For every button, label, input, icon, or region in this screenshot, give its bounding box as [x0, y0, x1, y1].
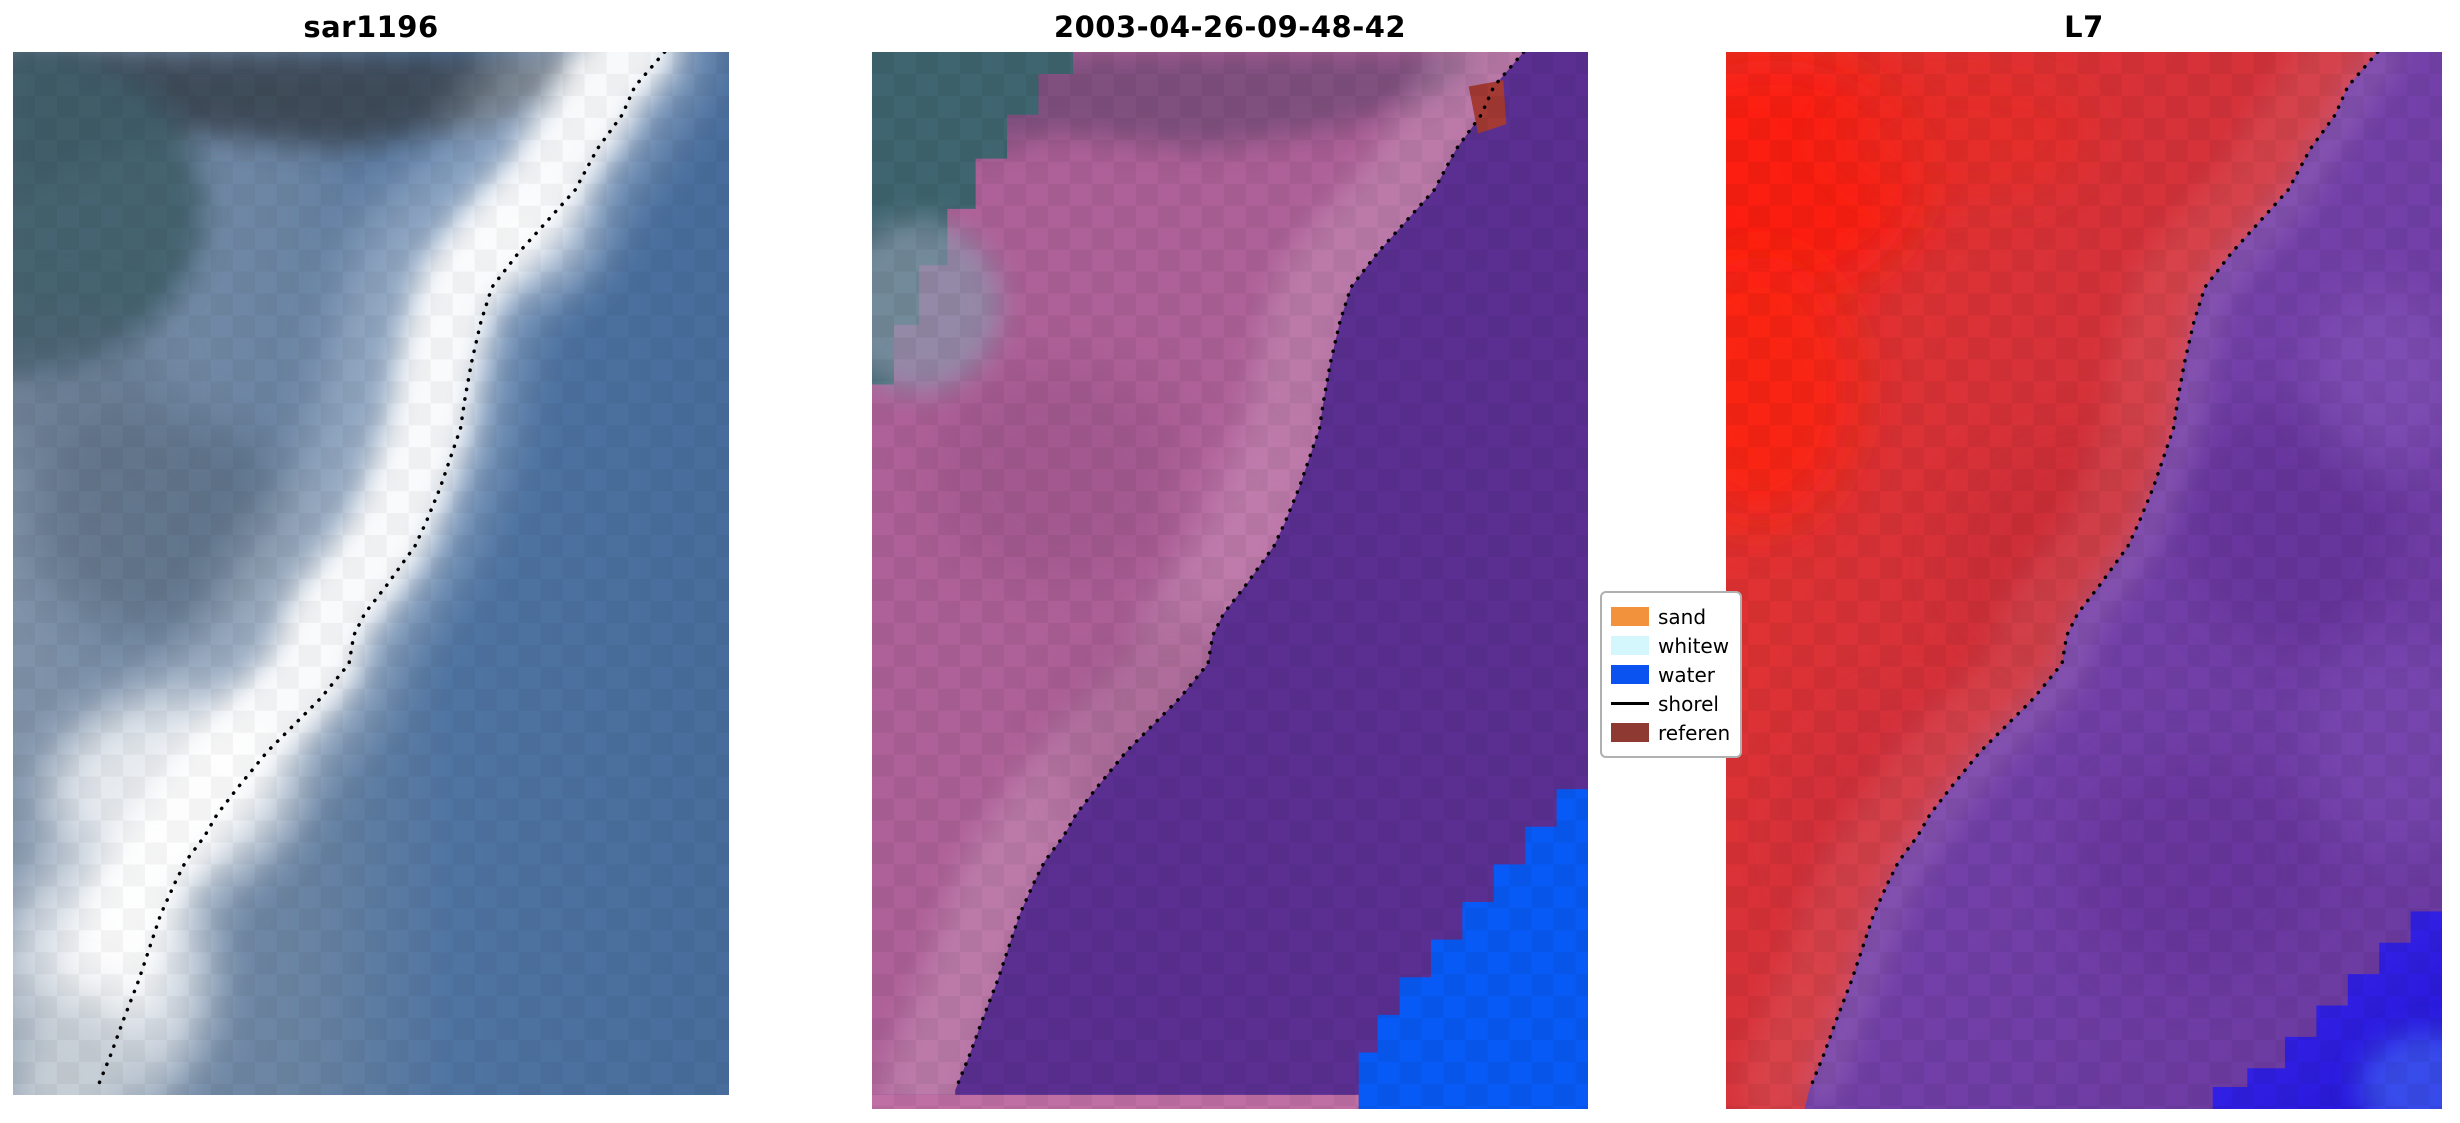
- legend-label-water: water: [1658, 662, 1715, 687]
- legend-entry-sand: sand: [1611, 602, 1740, 631]
- classification-image: [872, 52, 1588, 1109]
- classification-panel: [872, 52, 1588, 1109]
- legend-entry-water: water: [1611, 660, 1740, 689]
- legend-label-reference: referen: [1658, 720, 1731, 745]
- panel-title-classification: 2003-04-26-09-48-42: [1053, 10, 1407, 44]
- l7-image: [1726, 52, 2442, 1109]
- l7-panel: [1726, 52, 2442, 1109]
- panel-title-sar: sar1196: [303, 10, 439, 44]
- legend-label-sand: sand: [1658, 604, 1707, 629]
- legend-entry-whitewater: whitew: [1611, 631, 1740, 660]
- whitewater-swatch-icon: [1611, 636, 1649, 655]
- shoreline-line-icon: [1611, 702, 1649, 705]
- sar-panel: [13, 52, 729, 1095]
- pixel-texture: [13, 52, 729, 1095]
- sar-image: [13, 52, 729, 1095]
- legend-entry-reference: referen: [1611, 718, 1740, 747]
- legend-label-whitewater: whitew: [1658, 633, 1730, 658]
- legend: sand whitew water shorel referen: [1600, 591, 1742, 758]
- panel-title-l7: L7: [2064, 10, 2104, 44]
- reference-swatch-icon: [1611, 723, 1649, 742]
- sand-swatch-icon: [1611, 607, 1649, 626]
- pixel-texture: [872, 52, 1588, 1109]
- legend-entry-shoreline: shorel: [1611, 689, 1740, 718]
- pixel-texture: [1726, 52, 2442, 1109]
- water-swatch-icon: [1611, 665, 1649, 684]
- legend-label-shoreline: shorel: [1658, 691, 1719, 716]
